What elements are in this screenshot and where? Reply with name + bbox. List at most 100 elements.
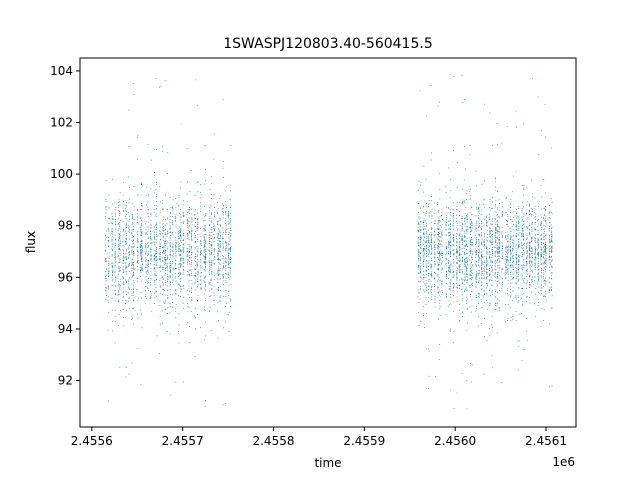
- data-point: [155, 194, 157, 195]
- data-point: [418, 180, 420, 182]
- data-point: [423, 232, 425, 234]
- data-point: [180, 274, 181, 276]
- data-point: [498, 216, 500, 217]
- data-point: [119, 220, 121, 221]
- data-point: [108, 275, 109, 277]
- data-point: [133, 255, 135, 257]
- data-point: [551, 258, 553, 260]
- data-point: [534, 257, 536, 259]
- data-point: [150, 254, 152, 256]
- data-point: [497, 226, 498, 227]
- data-point: [125, 233, 127, 234]
- data-point: [211, 238, 212, 240]
- data-point: [179, 278, 181, 280]
- data-point: [492, 252, 494, 254]
- data-point: [505, 197, 507, 198]
- data-point: [119, 310, 121, 311]
- data-point: [144, 282, 146, 283]
- data-point: [523, 230, 524, 232]
- data-point: [210, 278, 212, 280]
- data-point: [518, 260, 520, 262]
- data-point: [494, 251, 496, 252]
- data-point: [141, 251, 143, 252]
- data-point: [145, 273, 147, 275]
- data-point: [222, 214, 224, 216]
- data-point: [426, 245, 427, 247]
- data-point: [545, 260, 547, 262]
- data-point: [141, 266, 143, 268]
- data-point: [529, 266, 531, 268]
- data-point: [200, 258, 201, 260]
- data-point: [499, 307, 501, 309]
- data-point: [217, 250, 219, 252]
- data-point: [549, 245, 550, 247]
- data-point: [528, 255, 530, 257]
- data-point: [537, 240, 539, 242]
- data-point: [150, 249, 152, 250]
- data-point: [108, 270, 110, 272]
- data-point: [496, 305, 498, 307]
- data-point: [217, 240, 219, 241]
- data-point: [498, 242, 500, 244]
- data-point: [137, 251, 139, 252]
- data-point: [200, 268, 201, 270]
- data-point: [446, 270, 447, 272]
- data-point: [180, 263, 182, 264]
- data-point: [114, 216, 116, 218]
- data-point: [190, 280, 192, 282]
- data-point: [197, 273, 199, 275]
- data-point: [122, 230, 124, 232]
- data-point: [187, 234, 189, 236]
- data-point: [489, 201, 491, 203]
- data-point: [483, 256, 485, 257]
- data-point: [506, 238, 507, 240]
- data-point: [105, 230, 107, 232]
- data-point: [434, 235, 435, 237]
- data-point: [137, 250, 138, 252]
- data-point: [419, 232, 421, 234]
- data-point: [483, 250, 485, 252]
- data-point: [188, 273, 190, 275]
- data-point: [172, 233, 173, 235]
- data-point: [205, 242, 207, 244]
- data-point: [426, 267, 427, 268]
- data-point: [188, 281, 190, 283]
- data-point: [456, 256, 457, 257]
- data-point: [470, 252, 471, 254]
- data-point: [145, 267, 147, 268]
- data-point: [418, 230, 419, 232]
- data-point: [466, 279, 468, 281]
- data-point: [428, 269, 429, 270]
- data-point: [178, 212, 180, 214]
- data-point: [222, 176, 224, 178]
- data-point: [471, 266, 473, 268]
- data-point: [507, 259, 509, 261]
- data-point: [197, 239, 198, 241]
- data-point: [125, 291, 127, 292]
- data-point: [140, 384, 142, 386]
- data-point: [531, 257, 533, 258]
- data-point: [209, 237, 210, 238]
- data-point: [543, 247, 544, 248]
- data-point: [456, 272, 457, 274]
- data-point: [426, 115, 428, 117]
- data-point: [478, 207, 480, 208]
- data-point: [489, 213, 490, 215]
- data-point: [441, 241, 442, 243]
- data-point: [531, 255, 533, 257]
- data-point: [210, 262, 212, 263]
- data-point: [132, 272, 134, 274]
- data-point: [105, 276, 106, 277]
- data-point: [142, 250, 143, 251]
- data-point: [122, 292, 124, 293]
- data-point: [166, 278, 168, 280]
- data-point: [453, 301, 455, 303]
- data-point: [136, 249, 138, 251]
- data-point: [489, 232, 491, 234]
- data-point: [548, 260, 550, 262]
- data-point: [489, 207, 491, 208]
- data-point: [156, 222, 158, 224]
- data-point: [180, 216, 182, 218]
- data-point: [191, 257, 193, 259]
- data-point: [538, 266, 539, 267]
